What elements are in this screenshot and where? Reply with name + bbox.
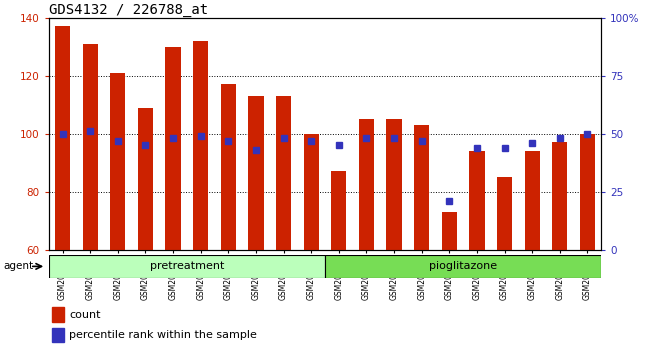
Bar	[359, 119, 374, 250]
Bar	[580, 133, 595, 250]
Text: percentile rank within the sample: percentile rank within the sample	[70, 330, 257, 341]
Bar	[138, 108, 153, 250]
Bar	[442, 212, 457, 250]
Bar	[111, 73, 125, 250]
Bar	[193, 41, 208, 250]
Bar	[304, 133, 318, 250]
Bar	[49, 255, 325, 278]
Bar	[387, 119, 402, 250]
Bar	[325, 255, 601, 278]
Bar	[525, 151, 540, 250]
Text: pretreatment: pretreatment	[150, 261, 224, 272]
Bar	[414, 125, 429, 250]
Bar	[166, 47, 181, 250]
Bar	[221, 84, 236, 250]
Text: agent: agent	[3, 261, 33, 272]
Text: count: count	[70, 310, 101, 320]
Bar	[83, 44, 98, 250]
Text: pioglitazone: pioglitazone	[429, 261, 497, 272]
Text: GDS4132 / 226788_at: GDS4132 / 226788_at	[49, 3, 208, 17]
Bar	[248, 96, 263, 250]
Bar	[552, 142, 567, 250]
Bar	[276, 96, 291, 250]
Bar	[51, 307, 64, 321]
Bar	[51, 327, 64, 342]
Bar	[497, 177, 512, 250]
Bar	[55, 27, 70, 250]
Bar	[332, 171, 346, 250]
Bar	[469, 151, 484, 250]
